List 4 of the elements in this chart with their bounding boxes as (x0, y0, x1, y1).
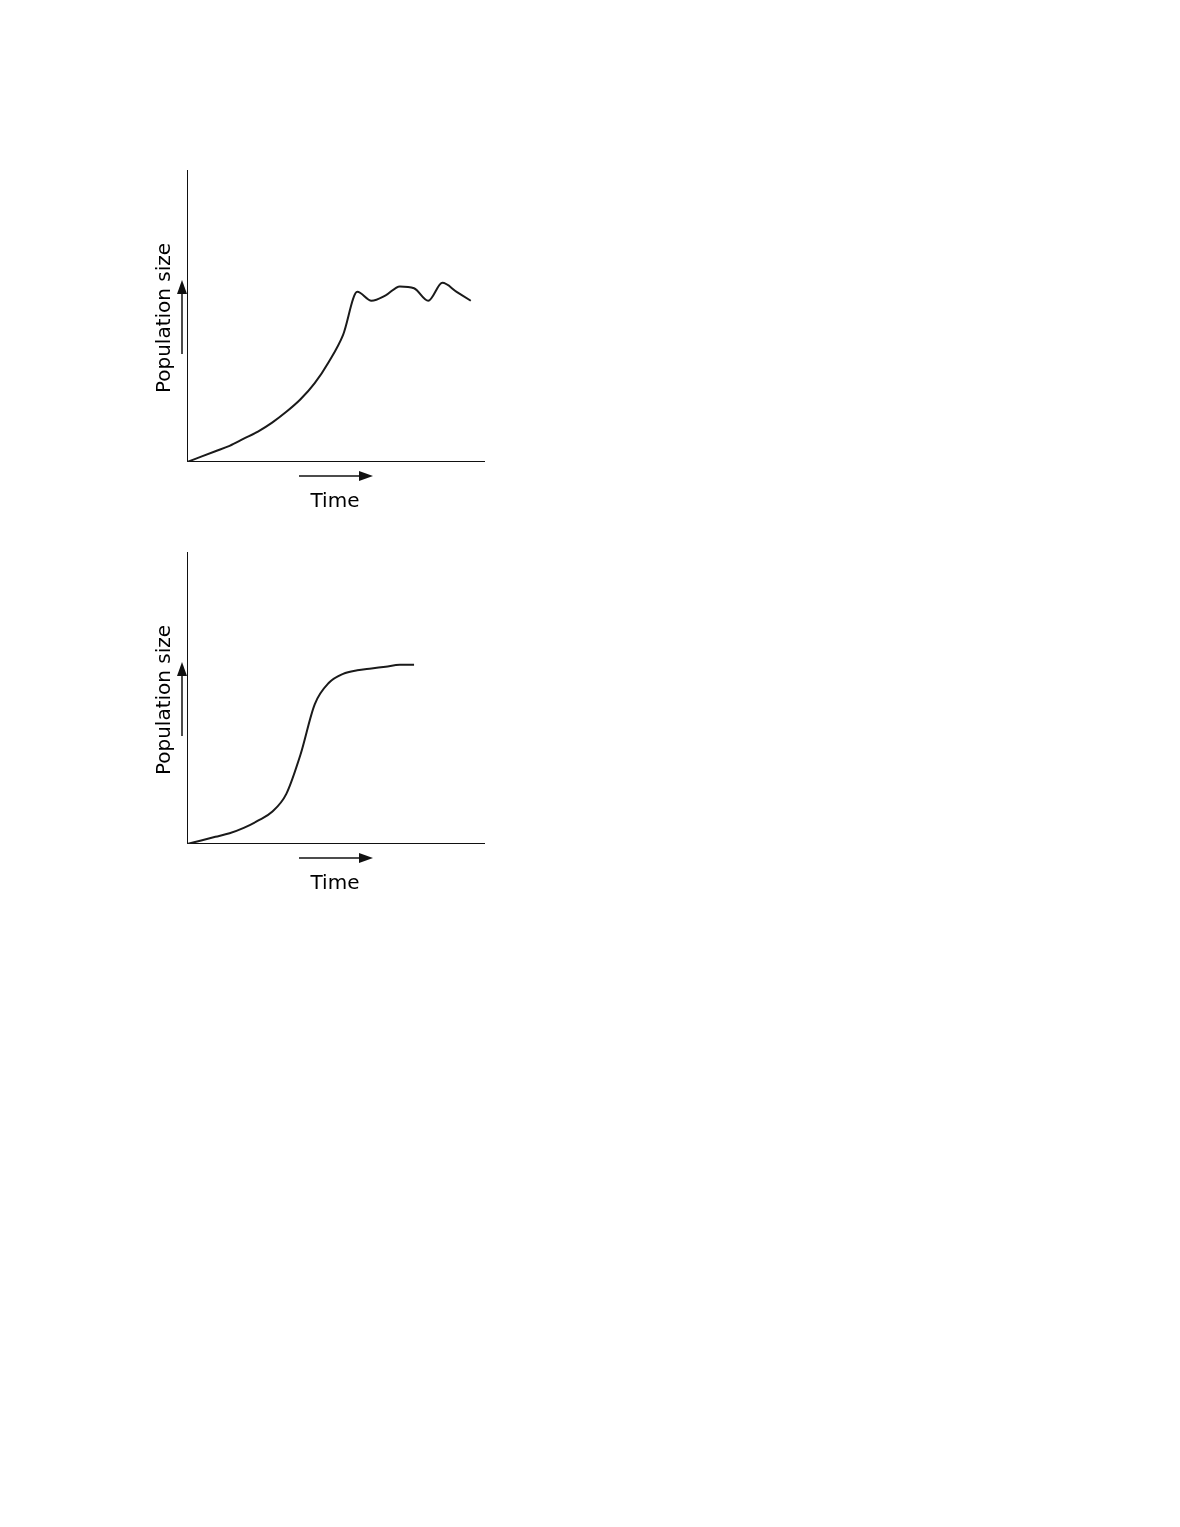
x-axis-title: Time (309, 870, 361, 894)
y-axis-title: Population size (150, 623, 176, 778)
x-axis-title: Time (309, 488, 361, 512)
y-axis-title: Population size (150, 241, 176, 396)
